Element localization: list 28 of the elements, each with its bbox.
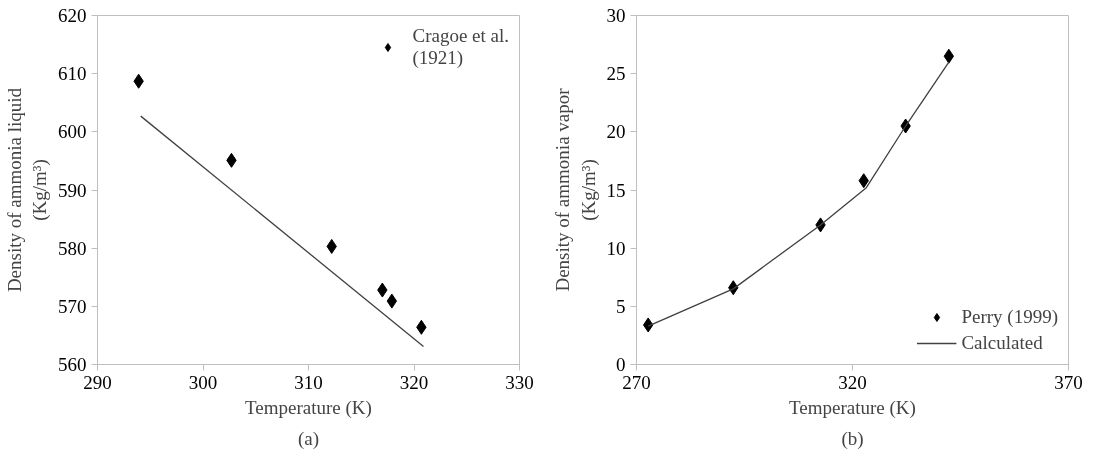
y-tick-label: 15 — [606, 179, 626, 201]
y-tick-label: 570 — [58, 295, 87, 317]
y-tick-label: 5 — [616, 295, 626, 317]
x-tick-label: 370 — [1054, 371, 1083, 393]
y-tick-label: 580 — [58, 237, 87, 259]
text: (b) — [841, 427, 864, 450]
x-tick-label: 300 — [188, 371, 218, 393]
y-tick-label: 20 — [606, 121, 626, 143]
text: (a) — [297, 427, 320, 450]
y-tick-label: 590 — [58, 179, 87, 201]
legend-label: Cragoe et al. (1921) — [412, 25, 509, 69]
x-axis-title: Temperature (K) — [789, 396, 916, 419]
x-tick-label: 310 — [294, 371, 323, 393]
y-tick-label: 25 — [606, 63, 626, 85]
x-tick-label: 330 — [505, 371, 534, 393]
x-tick-label: 320 — [838, 371, 867, 393]
x-tick-label: 320 — [399, 371, 429, 393]
y-axis-title: Density of ammonia liquid (Kg/m³) — [3, 87, 51, 293]
y-tick-label: 620 — [58, 5, 87, 26]
y-tick-label: 30 — [606, 5, 626, 26]
point — [386, 293, 398, 309]
y-tick-label: 600 — [58, 121, 87, 143]
legend-label: Perry (1999) — [961, 306, 1058, 328]
y-tick-label: 610 — [58, 63, 87, 85]
x-axis-title: Temperature (K) — [245, 396, 372, 419]
y-axis-title: Density of ammonia vapor (Kg/m³) — [552, 87, 600, 292]
legend-label: Calculated — [961, 332, 1043, 354]
y-tick-label: 10 — [606, 237, 626, 259]
